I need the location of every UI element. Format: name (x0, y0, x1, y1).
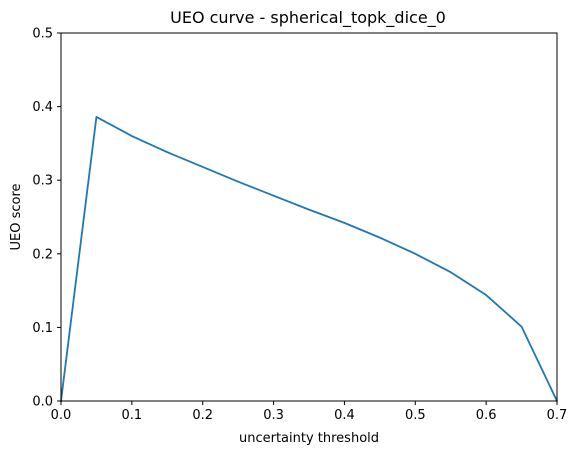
y-tick-label: 0.4 (32, 100, 53, 115)
x-tick-label: 0.5 (405, 408, 426, 423)
y-tick-label: 0.2 (32, 247, 53, 262)
y-tick-label: 0.0 (32, 395, 53, 410)
axes-frame (60, 32, 558, 402)
x-tick-label: 0.0 (51, 408, 72, 423)
x-axis-ticks: 0.0 0.1 0.2 0.3 0.4 0.5 0.6 0.7 (51, 401, 568, 423)
x-tick-label: 0.3 (263, 408, 284, 423)
x-tick-label: 0.7 (547, 408, 568, 423)
y-tick-label: 0.3 (32, 174, 53, 189)
x-tick-label: 0.2 (192, 408, 213, 423)
y-tick-label: 0.1 (32, 321, 53, 336)
x-axis-label: uncertainty threshold (239, 431, 379, 446)
x-tick-label: 0.1 (122, 408, 143, 423)
plot-area (59, 116, 559, 403)
y-axis-ticks: 0.0 0.1 0.2 0.3 0.4 0.5 (32, 27, 61, 410)
chart-title: UEO curve - spherical_topk_dice_0 (170, 8, 446, 28)
y-axis-label: UEO score (9, 183, 24, 250)
y-tick-label: 0.5 (32, 27, 53, 42)
series-line (59, 116, 559, 403)
x-tick-label: 0.4 (334, 408, 355, 423)
x-tick-label: 0.6 (476, 408, 497, 423)
